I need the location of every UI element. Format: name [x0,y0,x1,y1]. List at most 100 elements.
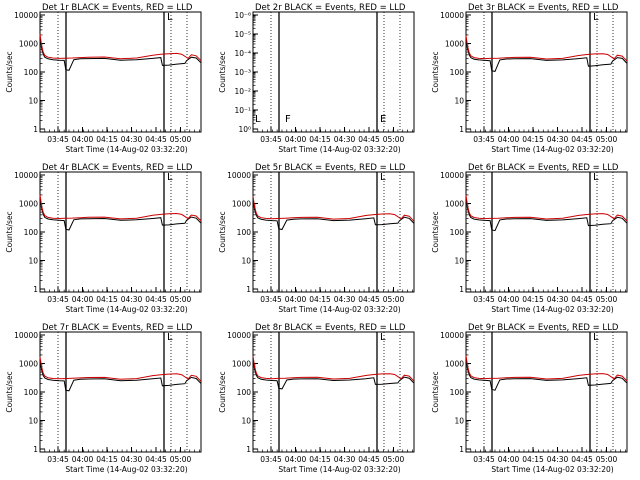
y-tick-label: 100 [24,68,39,77]
x-tick-label: 04:30 [121,455,143,464]
x-tick-label: 04:30 [334,455,356,464]
plot-det-1: Det 1r BLACK = Events, RED = LLD Counts/s… [5,3,202,154]
y-tick-label: 100 [24,228,39,237]
x-tick-label: 05:00 [170,455,192,464]
y-tick-label: 1000 [19,200,38,209]
x-tick-label: 04:15 [96,295,118,304]
plot-frame [252,331,415,453]
flag-marker: L [167,12,173,23]
x-tick-label: 04:30 [121,295,143,304]
y-tick-label: 100 [237,388,252,397]
plot-title: Det 2r BLACK = Events, RED = LLD [255,3,406,13]
plot-frame [39,331,202,453]
plot-det-4: Det 4r BLACK = Events, RED = LLD Counts/s… [5,163,202,314]
x-tick-label: 03:45 [47,455,69,464]
x-tick-label: 03:45 [473,455,495,464]
x-tick-label: 03:45 [47,135,69,144]
y-tick-label: 1000 [19,40,38,49]
series-events [39,36,202,71]
y-tick-label: 100 [450,228,465,237]
y-axis-label: Counts/sec [5,211,14,252]
y-tick-label: 1 [459,285,464,294]
y-tick-label: 10 [241,417,251,426]
plot-title: Det 1r BLACK = Events, RED = LLD [42,3,193,13]
series-events [252,199,415,231]
x-axis-label: Start Time (14-Aug-02 03:32:20) [278,305,400,314]
y-tick-label: 10 [454,417,464,426]
plot-det-7: Det 7r BLACK = Events, RED = LLD Counts/s… [5,323,202,474]
y-tick-label: 10⁻² [234,87,251,96]
x-tick-label: 04:45 [571,455,593,464]
y-tick-label: 100 [450,388,465,397]
flag-marker: F [285,114,291,125]
x-tick-label: 04:00 [498,135,520,144]
y-tick-label: 10⁻⁵ [234,30,251,39]
x-tick-label: 03:45 [47,295,69,304]
y-tick-label: 10000 [227,171,251,180]
y-tick-label: 1 [459,125,464,134]
x-tick-label: 04:45 [145,135,167,144]
x-tick-label: 05:00 [596,295,618,304]
x-tick-label: 04:30 [547,295,569,304]
x-tick-label: 04:00 [285,295,307,304]
y-tick-label: 100 [450,68,465,77]
y-tick-label: 10000 [14,171,38,180]
series-lld [465,195,628,222]
y-tick-label: 10000 [440,11,464,20]
x-tick-label: 05:00 [596,455,618,464]
plot-det-8: Det 8r BLACK = Events, RED = LLD Counts/s… [218,323,415,474]
flag-marker: L [593,172,599,183]
x-tick-label: 04:15 [522,295,544,304]
flag-marker: L [255,114,261,125]
y-tick-label: 10⁻⁴ [234,49,251,58]
y-axis-label: Counts/sec [431,51,440,92]
x-axis-label: Start Time (14-Aug-02 03:32:20) [491,305,613,314]
flag-marker: E [380,114,386,125]
flag-marker: L [167,332,173,343]
y-axis-label: Counts/sec [431,371,440,412]
x-tick-label: 04:00 [285,135,307,144]
plot-frame [465,11,628,133]
y-tick-label: 10000 [14,11,38,20]
x-tick-label: 04:45 [358,135,380,144]
plot-det-5: Det 5r BLACK = Events, RED = LLD Counts/s… [218,163,415,314]
series-events [39,360,202,392]
plot-frame [39,171,202,293]
series-events [465,358,628,391]
x-tick-label: 04:00 [498,455,520,464]
x-tick-label: 04:00 [72,455,94,464]
y-tick-label: 10 [28,417,38,426]
y-tick-label: 1000 [19,360,38,369]
plot-det-3: Det 3r BLACK = Events, RED = LLD Counts/s… [431,3,628,154]
x-axis-label: Start Time (14-Aug-02 03:32:20) [278,145,400,154]
x-tick-label: 04:15 [96,455,118,464]
y-tick-label: 10 [28,97,38,106]
y-tick-label: 10 [28,257,38,266]
x-tick-label: 03:45 [260,135,282,144]
y-tick-label: 1000 [445,40,464,49]
series-lld [465,355,628,382]
series-events [252,358,415,390]
y-axis-label: Counts/sec [5,371,14,412]
series-lld [465,35,628,62]
x-axis-label: Start Time (14-Aug-02 03:32:20) [65,465,187,474]
plot-title: Det 7r BLACK = Events, RED = LLD [42,323,193,333]
x-tick-label: 05:00 [383,135,405,144]
series-lld [39,34,202,62]
x-tick-label: 04:15 [96,135,118,144]
x-tick-label: 04:15 [309,135,331,144]
y-tick-label: 1000 [445,200,464,209]
x-axis-label: Start Time (14-Aug-02 03:32:20) [491,465,613,474]
x-tick-label: 05:00 [383,455,405,464]
x-tick-label: 04:45 [358,295,380,304]
y-tick-label: 1000 [232,200,251,209]
x-tick-label: 05:00 [383,295,405,304]
x-tick-label: 04:00 [72,135,94,144]
y-tick-label: 10000 [227,331,251,340]
series-lld [39,356,202,382]
series-events [465,38,628,72]
x-tick-label: 04:30 [334,135,356,144]
x-axis-label: Start Time (14-Aug-02 03:32:20) [491,145,613,154]
